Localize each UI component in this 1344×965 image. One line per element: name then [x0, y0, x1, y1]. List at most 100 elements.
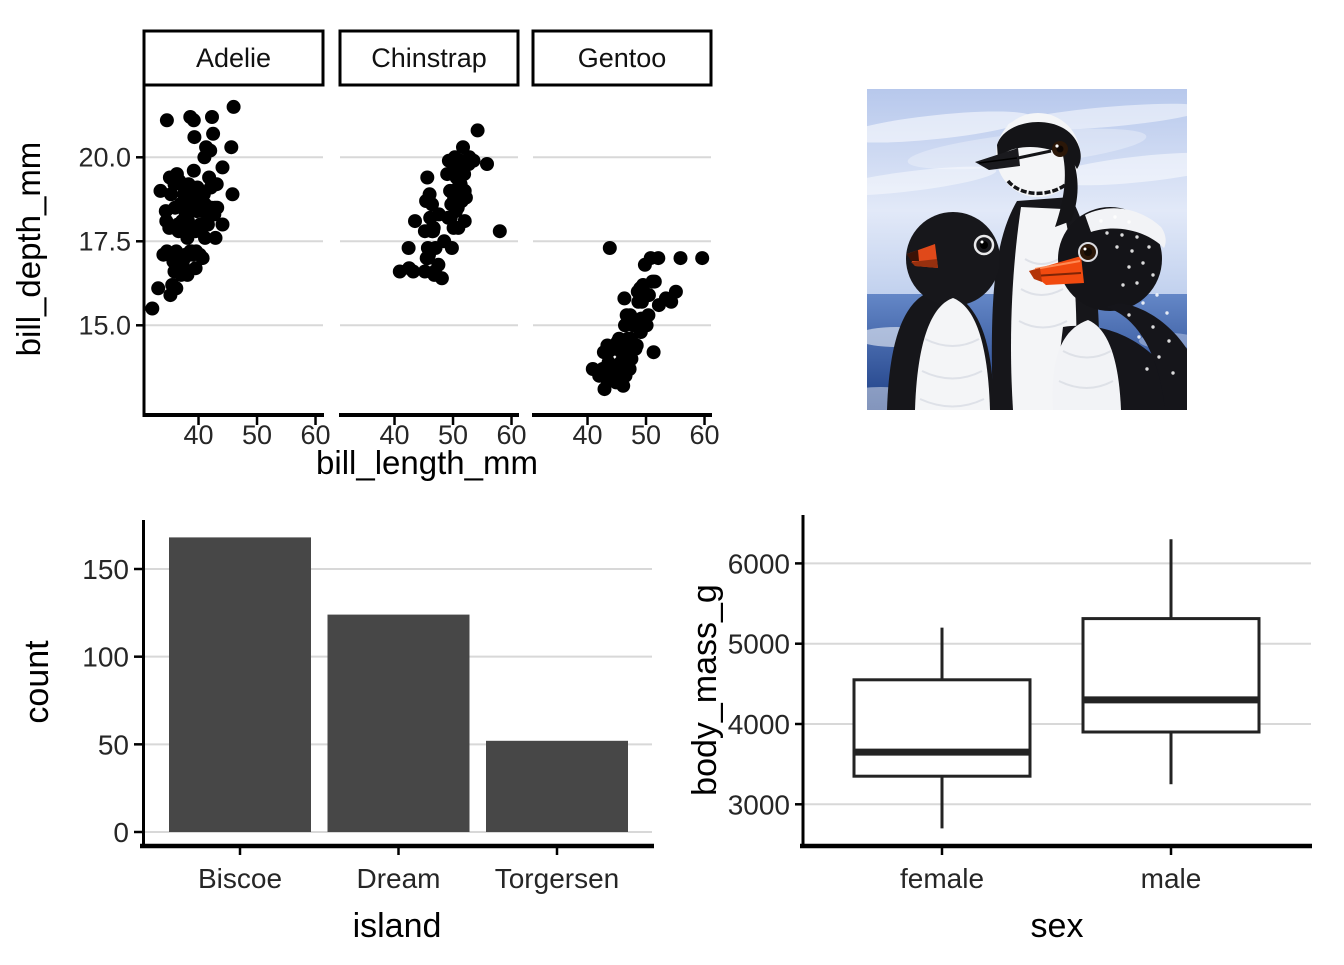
data-point [668, 284, 683, 299]
data-point [159, 113, 174, 128]
y-axis-title: body_mass_g [690, 584, 724, 796]
facet-panel-chinstrap: 40 50 60 Chinstrap [338, 29, 527, 450]
data-point [187, 130, 202, 145]
iqr-box [852, 678, 1032, 778]
data-point [458, 190, 473, 205]
y-tick-label: 3000 [728, 789, 790, 820]
box-male [1081, 539, 1261, 785]
data-point [425, 197, 439, 212]
data-point [215, 217, 230, 232]
x-tick-label: Dream [356, 863, 440, 894]
data-point [200, 217, 215, 232]
data-point [225, 187, 240, 202]
data-point [401, 241, 416, 255]
data-point [431, 257, 446, 272]
island-bar-chart: 0 50 100 150 Biscoe Dream Torgersen count island [0, 505, 700, 965]
y-tick-label: 6000 [728, 548, 790, 579]
x-tick-label: 60 [689, 420, 719, 450]
x-tick-label: 50 [242, 420, 272, 450]
data-point [205, 110, 219, 124]
data-point [426, 220, 441, 235]
data-point [198, 230, 212, 245]
facet-strip-label: Chinstrap [371, 43, 487, 73]
x-tick-label: Torgersen [495, 863, 620, 894]
bar-dream [327, 614, 470, 832]
data-point [188, 261, 203, 276]
y-tick-label: 100 [82, 642, 129, 673]
data-point [480, 157, 494, 171]
y-tick-label: 50 [98, 729, 129, 760]
y-axis-title: count [18, 640, 56, 724]
data-point [203, 143, 218, 158]
island-bar-svg: 0 50 100 150 Biscoe Dream Torgersen count island [18, 520, 654, 945]
data-point [492, 224, 507, 239]
penguin-photo [827, 89, 1237, 415]
scatter-facet-chart: 40 50 60 Adelie 40 50 60 Chinstrap 40 50 60 Gentoo 2… [0, 0, 760, 510]
data-point [470, 123, 485, 138]
data-point [224, 140, 239, 155]
x-tick-label: female [900, 863, 984, 894]
x-axis-title: island [353, 907, 442, 945]
x-tick-label: 50 [631, 420, 661, 450]
data-point [673, 251, 688, 266]
facet-panel-adelie: 40 50 60 Adelie [142, 29, 331, 450]
bar-biscoe [169, 537, 311, 832]
data-point [444, 241, 459, 255]
x-axis-title: sex [1031, 907, 1084, 945]
data-point [226, 99, 241, 114]
facet-strip-label: Adelie [196, 43, 271, 73]
scatter-facet-svg: 40 50 60 Adelie 40 50 60 Chinstrap 40 50 60 Gentoo 2… [10, 29, 720, 481]
data-point [186, 113, 201, 128]
x-tick-label: Biscoe [198, 863, 282, 894]
box-female [852, 627, 1032, 829]
y-tick-label: 17.5 [78, 226, 131, 256]
x-tick-label: 40 [183, 420, 213, 450]
data-point [641, 288, 656, 303]
adelie-penguin [887, 212, 1000, 410]
gentoo-speckles [1099, 215, 1175, 375]
y-tick-label: 15.0 [78, 310, 131, 340]
x-tick-label: 60 [300, 420, 330, 450]
facet-strip-label: Gentoo [578, 43, 667, 73]
data-point [195, 251, 210, 266]
facet-strip [338, 29, 520, 87]
y-tick-label: 20.0 [78, 142, 131, 172]
data-point [617, 291, 632, 306]
data-point [629, 338, 644, 353]
facet-strip [142, 29, 325, 87]
facet-panel-gentoo: 40 50 60 Gentoo [531, 29, 720, 450]
x-tick-label: 50 [438, 420, 468, 450]
data-point [646, 345, 661, 360]
data-point [186, 163, 201, 178]
y-axis-title: bill_depth_mm [10, 142, 47, 357]
x-tick-label: 40 [572, 420, 602, 450]
data-point [406, 264, 421, 279]
data-point [641, 308, 656, 323]
data-point [466, 153, 481, 168]
facet-strip [531, 29, 713, 87]
data-point [651, 251, 666, 266]
y-tick-label: 4000 [728, 709, 790, 740]
bodymass-boxplot: 3000 4000 5000 6000 female male body_mass_g sex [686, 505, 1344, 965]
data-point [208, 230, 223, 245]
data-point [456, 140, 470, 155]
point-cloud-gentoo [585, 241, 710, 397]
x-axis-title: bill_length_mm [316, 444, 538, 481]
data-point [215, 160, 230, 175]
y-tick-label: 0 [113, 817, 129, 848]
data-point [209, 177, 224, 192]
x-tick-label: 60 [496, 420, 526, 450]
data-point [206, 126, 221, 141]
gentoo-penguin [1029, 207, 1187, 410]
data-point [602, 241, 617, 255]
data-point [210, 200, 225, 215]
point-cloud-adelie [145, 99, 241, 316]
iqr-box [1081, 617, 1261, 734]
data-point [695, 251, 710, 266]
data-point [434, 271, 449, 286]
data-point [647, 274, 662, 289]
x-tick-label: male [1141, 863, 1202, 894]
data-point [169, 281, 184, 296]
penguin-photo-svg [827, 89, 1237, 415]
